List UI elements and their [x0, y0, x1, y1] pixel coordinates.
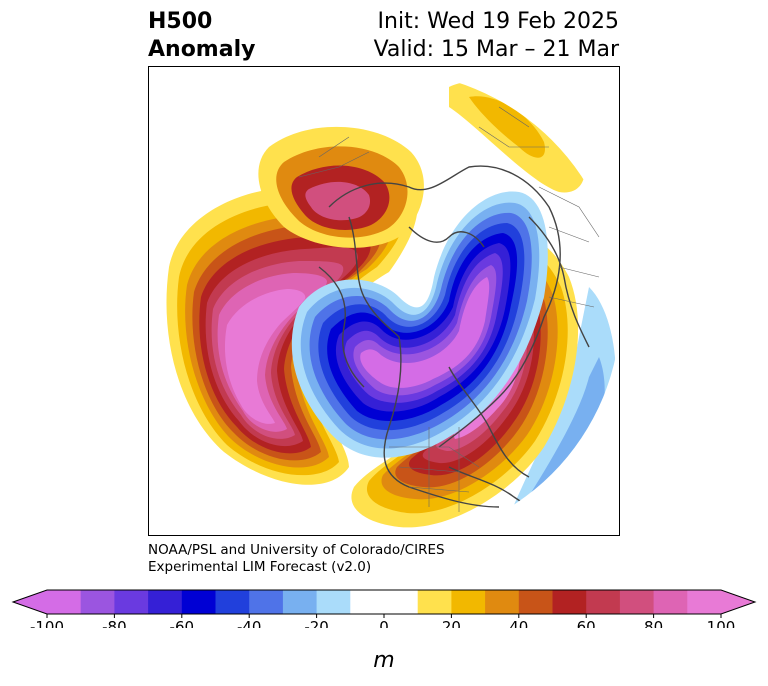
colorbar-units: m	[373, 648, 395, 673]
colorbar-bin-70-to-80	[619, 590, 655, 614]
colorbar-tick-label: 100	[707, 618, 736, 628]
colorbar-tick-label: 40	[509, 618, 528, 628]
colorbar-bin--90-to--80	[80, 590, 115, 614]
colorbar-bin--60-to--50	[181, 590, 216, 614]
map-title: H500 Anomaly	[148, 8, 255, 64]
colorbar-bin-40-to-50	[518, 590, 553, 614]
trough-core	[360, 277, 490, 388]
colorbar-bin--40-to--30	[249, 590, 284, 614]
title-variable: H500	[148, 9, 213, 34]
colorbar-tick-label: 80	[644, 618, 663, 628]
colorbar-bin--100-to--90	[47, 590, 82, 614]
colorbar-tick-label: -20	[304, 618, 329, 628]
colorbar-bin-20-to-30	[451, 590, 486, 614]
anomaly-field	[166, 81, 616, 528]
credit-line-1: NOAA/PSL and University of Colorado/CIRE…	[148, 542, 445, 558]
colorbar-bin-50-to-60	[552, 590, 587, 614]
map-canvas	[166, 81, 616, 528]
title-kind: Anomaly	[148, 37, 256, 62]
forecast-dates: Init: Wed 19 Feb 2025 Valid: 15 Mar – 21…	[374, 8, 619, 64]
credits: NOAA/PSL and University of Colorado/CIRE…	[148, 542, 445, 576]
colorbar-under-arrow	[13, 590, 47, 614]
colorbar-bin--20-to--10	[316, 590, 351, 614]
colorbar-tick-label: -100	[30, 618, 64, 628]
colorbar-tick-label: -60	[170, 618, 195, 628]
credit-line-2: Experimental LIM Forecast (v2.0)	[148, 559, 372, 575]
colorbar-tick-label: 0	[379, 618, 389, 628]
colorbar-bin-30-to-40	[485, 590, 520, 614]
colorbar-over-arrow	[721, 590, 755, 614]
colorbar-tick-label: 60	[577, 618, 596, 628]
colorbar-bin-60-to-70	[586, 590, 621, 614]
pacific-ridge-core	[224, 289, 306, 424]
east-negative-anomaly-core	[519, 357, 605, 512]
colorbar-bin--30-to--20	[282, 590, 318, 614]
colorbar-tick-label: 20	[442, 618, 461, 628]
colorbar-bin-80-to-90	[653, 590, 688, 614]
colorbar-bin-90-to-100	[687, 590, 722, 614]
colorbar-bin--80-to--70	[114, 590, 149, 614]
colorbar-bin--70-to--60	[148, 590, 183, 614]
colorbar-bin--10-to-10	[350, 590, 419, 614]
alaska-ridge-core	[305, 181, 371, 221]
valid-period: Valid: 15 Mar – 21 Mar	[373, 37, 619, 62]
colorbar-bin-10-to-20	[417, 590, 452, 614]
siberia-positive-anomaly-core	[469, 96, 545, 158]
colorbar: -100 -80 -60 -40 -20 0 20 40 60 80 100	[11, 589, 757, 628]
init-date: Init: Wed 19 Feb 2025	[377, 9, 619, 34]
colorbar-tick-label: -40	[237, 618, 262, 628]
anomaly-map	[148, 66, 620, 536]
colorbar-tick-label: -80	[102, 618, 127, 628]
colorbar-bin--50-to--40	[215, 590, 250, 614]
coastlines	[318, 165, 590, 523]
